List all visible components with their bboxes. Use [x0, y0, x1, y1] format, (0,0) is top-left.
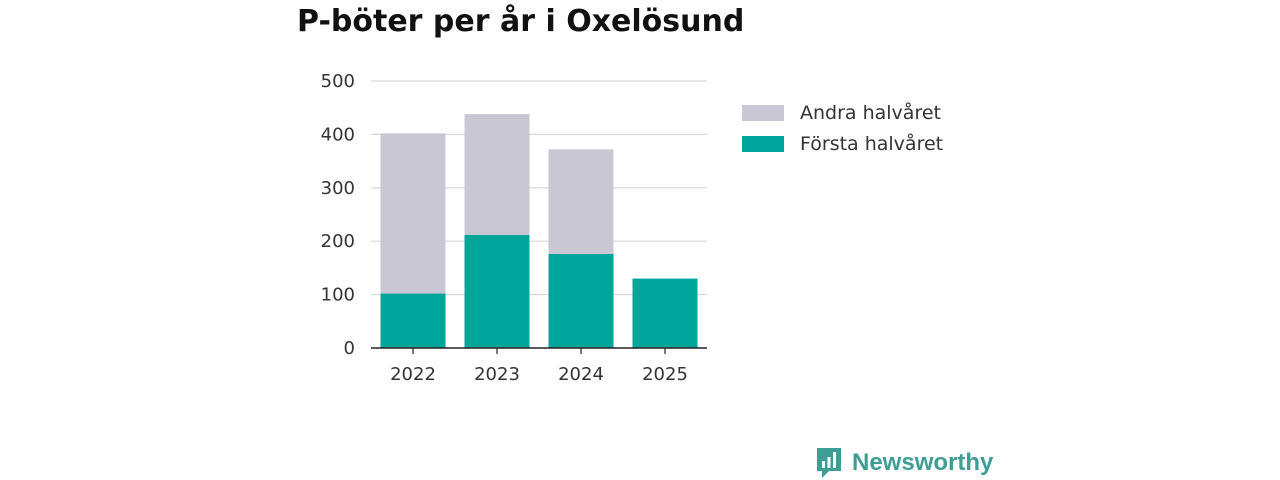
legend-label: Första halvåret [800, 132, 944, 155]
x-tick-label: 2024 [558, 364, 604, 385]
y-tick-label: 400 [321, 124, 355, 145]
legend-swatch [742, 104, 784, 121]
y-tick-label: 300 [321, 178, 355, 199]
y-tick-label: 500 [321, 71, 355, 92]
bar-segment [548, 149, 614, 255]
brand: Newsworthy [815, 446, 993, 480]
x-tick-label: 2022 [390, 364, 436, 385]
bar-segment [632, 278, 698, 348]
legend-label: Andra halvåret [800, 101, 941, 124]
y-tick-label: 0 [344, 338, 355, 359]
y-axis-ticks: 0 100 200 300 400 500 [321, 71, 355, 359]
bar-segment [548, 254, 614, 348]
x-axis-ticks: 2022 2023 2024 2025 [390, 348, 688, 385]
bar-segment [380, 293, 446, 348]
y-tick-label: 200 [321, 231, 355, 252]
brand-name: Newsworthy [852, 449, 994, 476]
legend: Andra halvåret Första halvåret [742, 97, 943, 159]
y-tick-label: 100 [321, 285, 355, 306]
bar-segment [380, 133, 446, 294]
newsworthy-logo-icon [817, 448, 841, 478]
chart-title: P-böter per år i Oxelösund [297, 4, 745, 39]
bars [380, 114, 698, 348]
legend-swatch [742, 135, 784, 152]
x-tick-label: 2023 [474, 364, 520, 385]
legend-item-forsta-halvaret: Första halvåret [742, 128, 943, 159]
bar-segment [464, 114, 530, 235]
x-tick-label: 2025 [642, 364, 688, 385]
legend-item-andra-halvaret: Andra halvåret [742, 97, 943, 128]
bar-segment [464, 234, 530, 348]
